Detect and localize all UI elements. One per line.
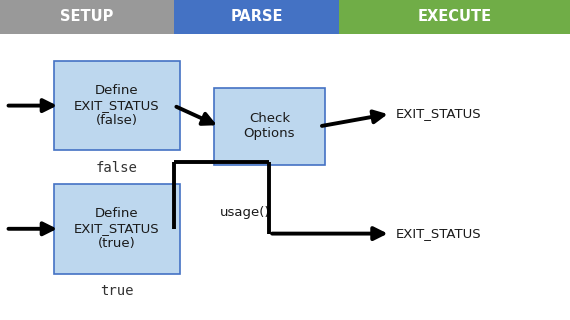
Text: SETUP: SETUP — [60, 9, 113, 24]
Text: Define
EXIT_STATUS
(false): Define EXIT_STATUS (false) — [74, 84, 160, 127]
Bar — [0, 0, 174, 34]
Text: EXIT_STATUS: EXIT_STATUS — [396, 227, 482, 240]
FancyBboxPatch shape — [54, 61, 180, 150]
Text: PARSE: PARSE — [230, 9, 283, 24]
Text: true: true — [100, 284, 133, 298]
Text: false: false — [96, 161, 138, 175]
Text: usage(): usage() — [219, 206, 270, 219]
FancyBboxPatch shape — [214, 88, 325, 165]
Text: Define
EXIT_STATUS
(true): Define EXIT_STATUS (true) — [74, 207, 160, 250]
Text: EXIT_STATUS: EXIT_STATUS — [396, 107, 482, 120]
Bar — [339, 0, 570, 34]
Bar — [174, 0, 339, 34]
FancyBboxPatch shape — [54, 184, 180, 274]
Text: EXECUTE: EXECUTE — [417, 9, 492, 24]
Text: Check
Options: Check Options — [243, 112, 295, 140]
